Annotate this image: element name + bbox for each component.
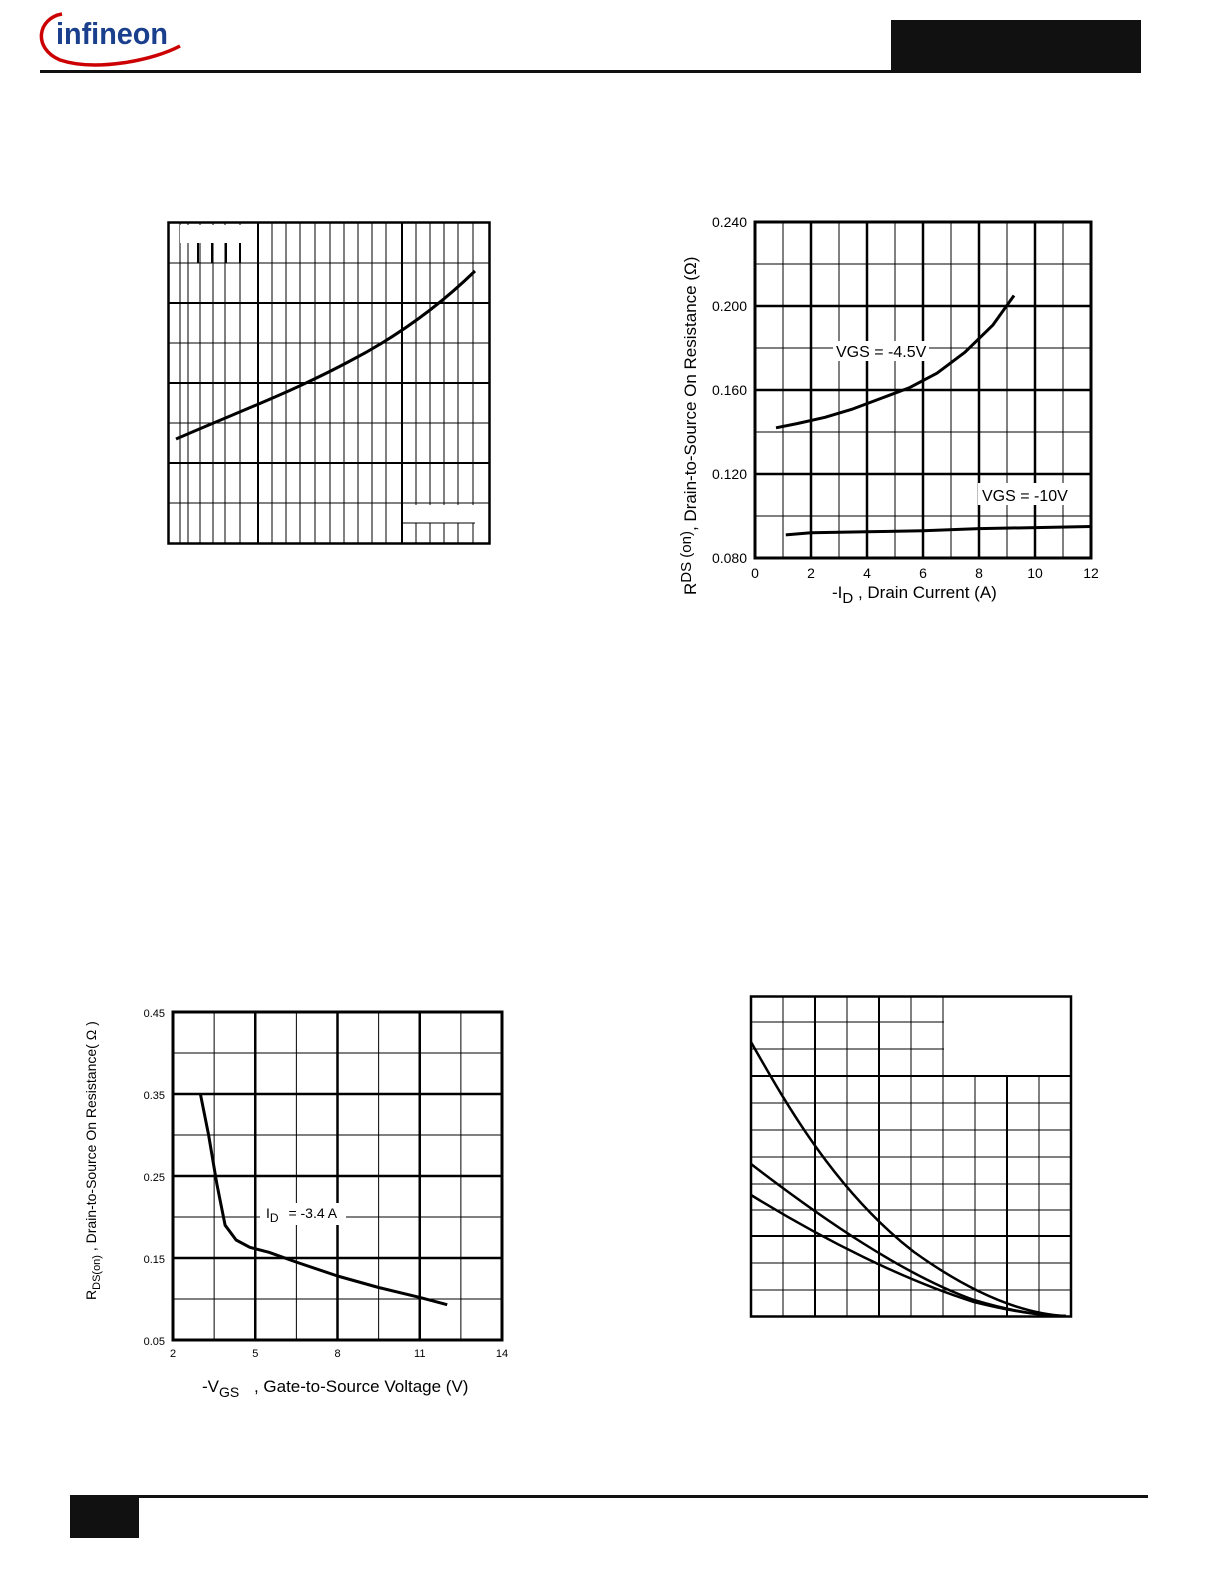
y-tick-label: 0.25 bbox=[144, 1172, 165, 1184]
label-bg-vgs10 bbox=[978, 483, 1074, 505]
logo-text: infineon bbox=[56, 16, 168, 51]
x-tick-label: 12 bbox=[1083, 565, 1099, 581]
chart-rds-vs-vgs-ylabel-text: RDS(on) , Drain-to-Source On Resistance(… bbox=[83, 1021, 103, 1300]
x-tick-label: 2 bbox=[170, 1348, 176, 1360]
chart-top-left-grid bbox=[167, 221, 491, 545]
header-block bbox=[891, 20, 1141, 72]
y-tick-label: 0.35 bbox=[144, 1090, 165, 1102]
series-line-2 bbox=[785, 525, 1092, 537]
curve-2 bbox=[750, 1163, 1067, 1318]
curve-1 bbox=[749, 1041, 1067, 1318]
x-tick-label: 8 bbox=[334, 1348, 340, 1360]
x-tick-label: 14 bbox=[496, 1348, 508, 1360]
plot-frame bbox=[171, 1010, 504, 1342]
chart-top-left-note-box bbox=[403, 505, 475, 523]
x-tick-label: 5 bbox=[252, 1348, 258, 1360]
chart-rds-vs-vgs: 0.45 0.35 0.25 0.15 0.05 2 5 8 11 14 RDS(on) , Dr… bbox=[83, 1008, 508, 1400]
x-tick-label: 10 bbox=[1027, 565, 1043, 581]
y-tick-label: 0.15 bbox=[144, 1254, 165, 1266]
logo-swoosh bbox=[39, 12, 181, 67]
header-rule bbox=[40, 70, 1141, 73]
plot-frame bbox=[753, 220, 1093, 560]
x-tick-label: 2 bbox=[807, 565, 815, 581]
series-label-vgs-4-5v: VGS = -4.5V bbox=[836, 344, 927, 361]
y-tick-label: 0.200 bbox=[712, 298, 747, 314]
chart-rds-vs-id-ylabel-text: RDS (on), Drain-to-Source On Resistance … bbox=[678, 257, 700, 595]
y-tick-label: 0.160 bbox=[712, 382, 747, 398]
y-tick-label: 0.45 bbox=[144, 1008, 165, 1020]
chart-top-left-curve bbox=[175, 269, 477, 441]
x-tick-label: 11 bbox=[414, 1348, 425, 1360]
y-tick-label: 0.240 bbox=[712, 214, 747, 230]
x-tick-label: 6 bbox=[919, 565, 927, 581]
chart-top-left bbox=[167, 221, 491, 545]
chart-top-left-legend-box bbox=[180, 225, 255, 243]
chart-rds-vs-id-grid bbox=[753, 220, 1093, 560]
x-tick-label: 8 bbox=[975, 565, 983, 581]
footer-rule bbox=[70, 1495, 1148, 1498]
series-label-vgs-10v: VGS = -10V bbox=[982, 488, 1068, 505]
infineon-logo: infineon bbox=[39, 12, 181, 67]
chart-bottom-right-curves bbox=[749, 1041, 1067, 1318]
curve-3 bbox=[750, 1193, 1067, 1318]
y-tick-label: 0.080 bbox=[712, 550, 747, 566]
chart-top-left-major-grid bbox=[168, 223, 490, 543]
label-bg-id bbox=[260, 1203, 346, 1225]
chart-rds-vs-vgs-grid bbox=[171, 1010, 504, 1342]
chart-bottom-right-legend-box bbox=[944, 998, 1069, 1074]
chart-bottom-right-grid bbox=[749, 995, 1073, 1318]
chart-rds-vs-vgs-xlabel: -VGS , Gate-to-Source Voltage (V) bbox=[202, 1377, 468, 1400]
series-line-1 bbox=[775, 294, 1016, 430]
x-tick-label: 0 bbox=[751, 565, 759, 581]
series-line-1 bbox=[198, 1093, 448, 1307]
label-bg-vgs45 bbox=[833, 341, 929, 361]
series-label-id: ID = -3.4 A bbox=[266, 1205, 338, 1225]
x-tick-label: 4 bbox=[863, 565, 871, 581]
y-tick-label: 0.05 bbox=[144, 1336, 165, 1348]
chart-bottom-right bbox=[749, 995, 1073, 1318]
footer-block bbox=[70, 1497, 139, 1538]
y-tick-label: 0.120 bbox=[712, 466, 747, 482]
chart-rds-vs-id-xlabel: -ID , Drain Current (A) bbox=[832, 583, 997, 607]
